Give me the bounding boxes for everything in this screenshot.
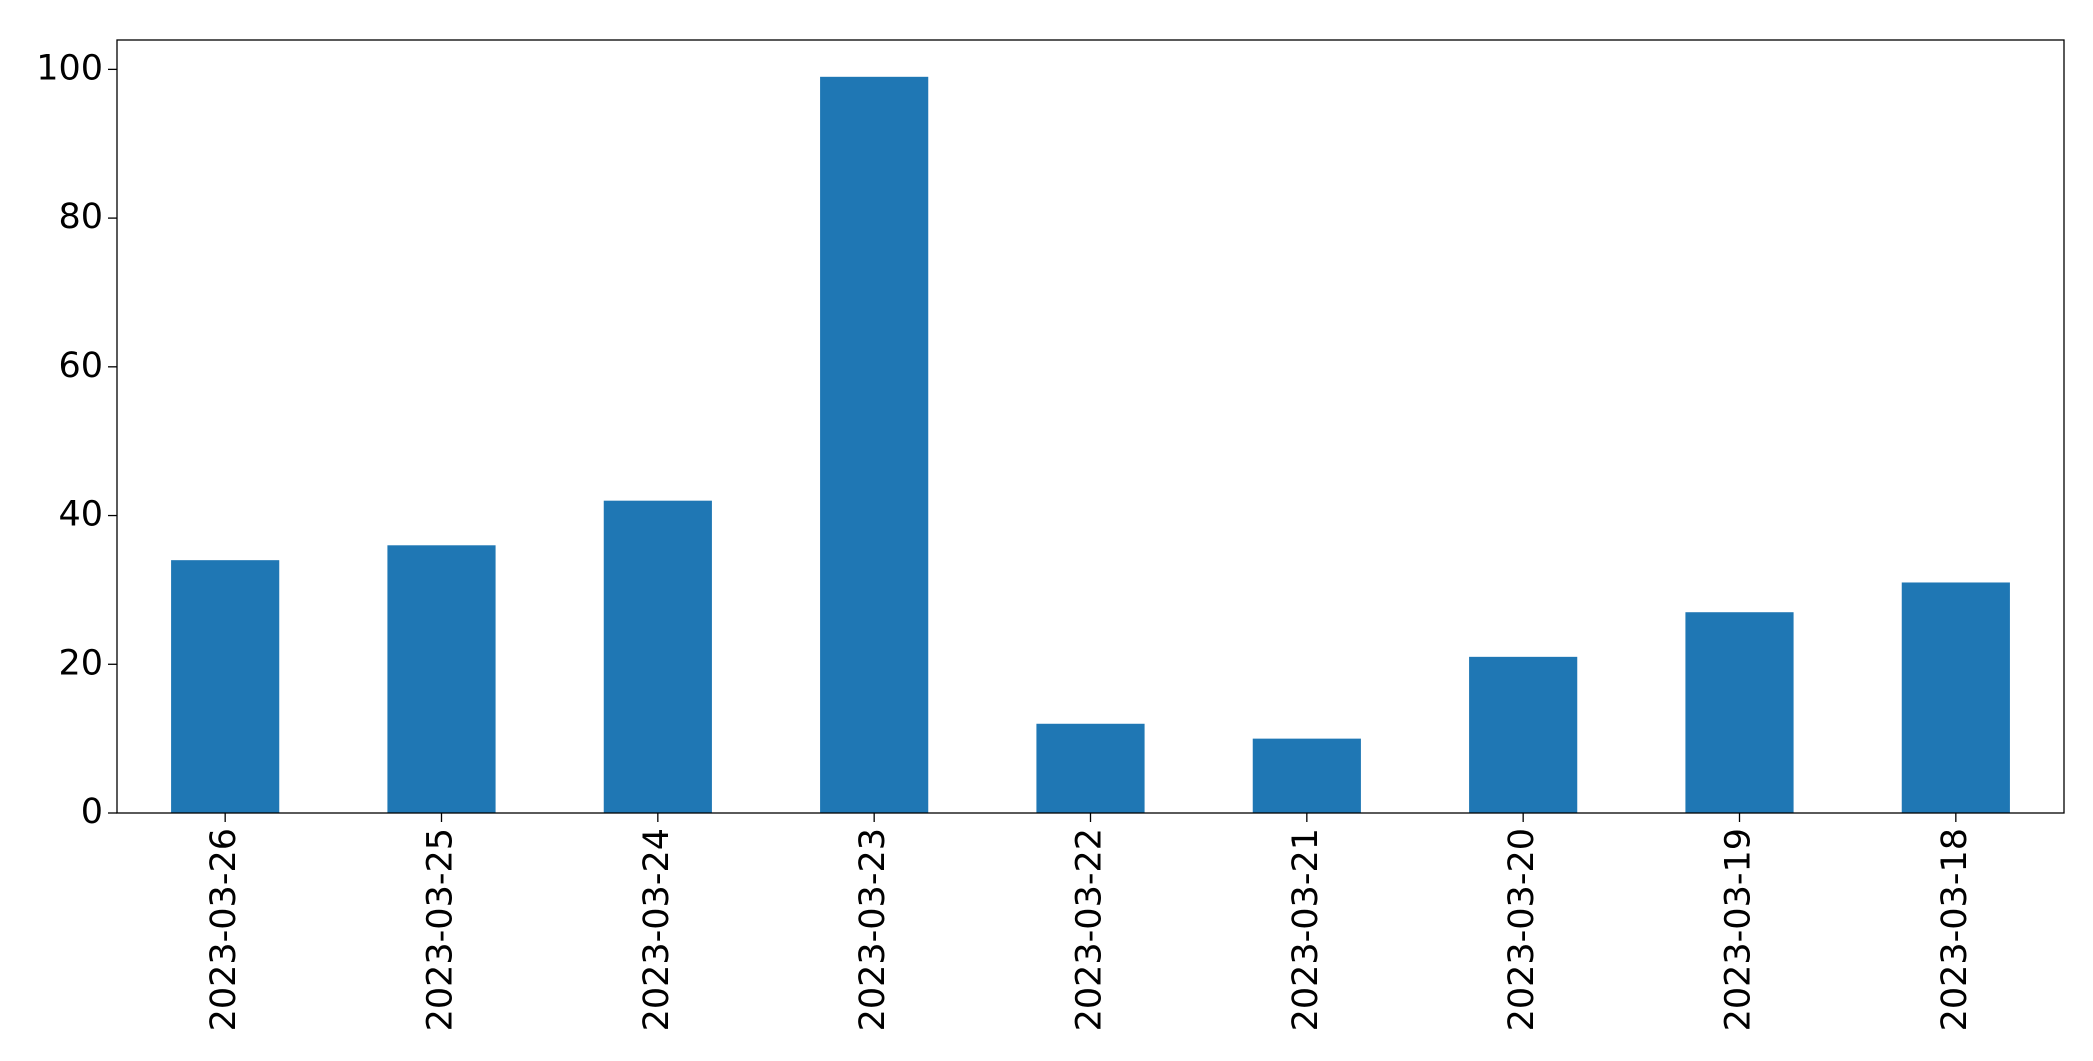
bar [820, 76, 929, 814]
y-tick-label: 40 [58, 495, 103, 535]
bar [603, 500, 712, 813]
bar [171, 560, 280, 813]
x-tick-label: 2023-03-23 [853, 828, 893, 1031]
x-tick-label: 2023-03-20 [1502, 828, 1542, 1031]
x-tick-label: 2023-03-19 [1719, 828, 1759, 1031]
bar [1252, 738, 1361, 813]
y-tick-label: 0 [81, 792, 103, 832]
bar [387, 545, 496, 813]
x-tick-label: 2023-03-22 [1070, 828, 1110, 1031]
x-tick-label: 2023-03-21 [1286, 828, 1326, 1031]
bar [1685, 612, 1794, 813]
y-tick-label: 20 [58, 643, 103, 683]
y-tick-label: 100 [36, 48, 103, 88]
bar [1901, 582, 2010, 813]
y-tick-label: 80 [58, 197, 103, 237]
bar [1469, 656, 1578, 813]
x-tick-label: 2023-03-26 [204, 828, 244, 1031]
x-tick-label: 2023-03-24 [637, 828, 677, 1031]
y-tick-label: 60 [58, 346, 103, 386]
x-tick-label: 2023-03-25 [421, 828, 461, 1031]
bar [1036, 723, 1145, 813]
plot-frame [116, 39, 2065, 814]
x-tick-label: 2023-03-18 [1935, 828, 1975, 1031]
